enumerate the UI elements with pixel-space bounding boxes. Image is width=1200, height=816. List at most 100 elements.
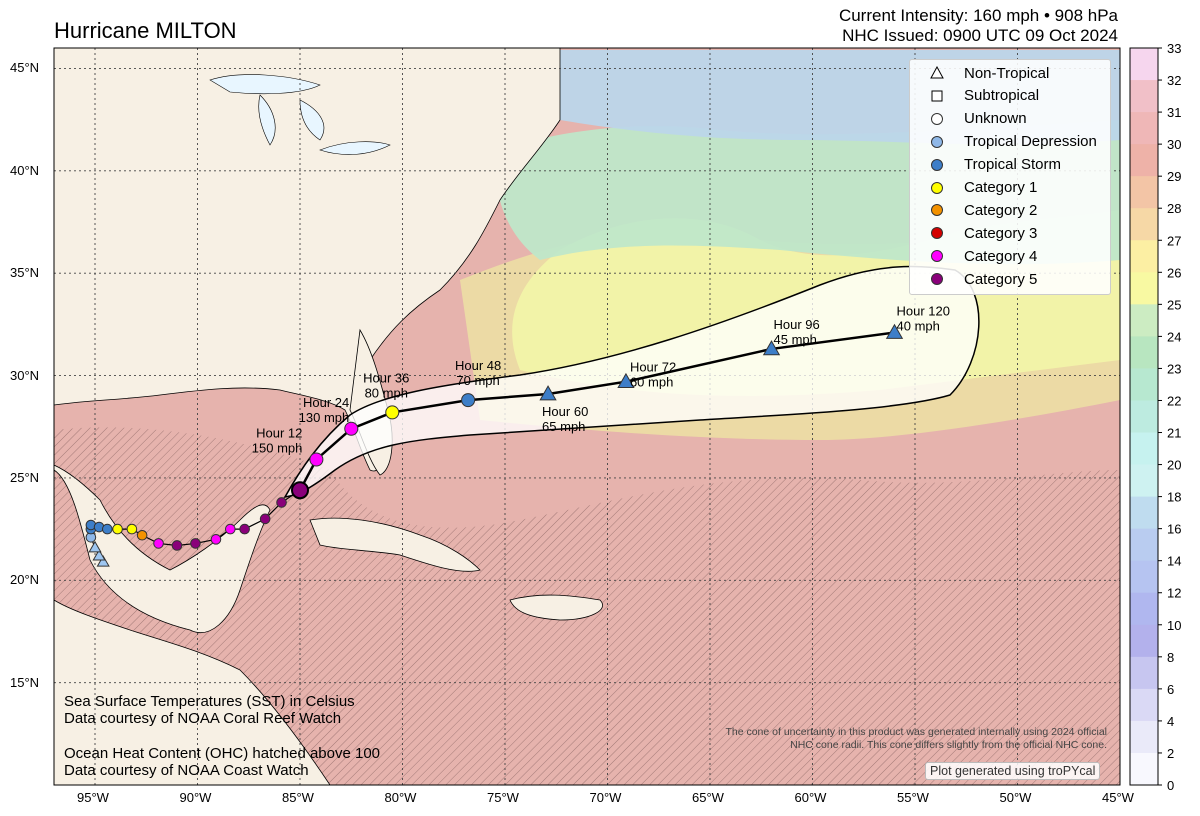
past-track-point: [92, 548, 106, 561]
lon-tick-label: 65°W: [692, 790, 724, 805]
legend-item: Category 2: [910, 199, 1037, 221]
colorbar-tick-label: 21: [1167, 426, 1181, 441]
colorbar-segment: [1130, 688, 1158, 722]
forecast-hour-label: Hour 120: [897, 304, 950, 319]
triangle-icon: [910, 66, 964, 80]
lake-michigan: [258, 94, 276, 146]
plot-credit: Plot generated using troPYcal: [925, 762, 1101, 780]
forecast-point-marker: [461, 393, 476, 408]
colorbar-segment: [1130, 528, 1158, 562]
ohc-note-source: Data courtesy of NOAA Coast Watch: [64, 762, 309, 779]
past-track-point: [276, 497, 287, 508]
colorbar-tick-label: 22: [1167, 393, 1181, 408]
current-position-marker: [291, 481, 309, 500]
colorbar-tick-label: 2: [1167, 746, 1174, 761]
legend-label: Category 5: [964, 270, 1038, 288]
legend-item: Category 3: [910, 222, 1037, 244]
colorbar-segment: [1130, 624, 1158, 658]
legend-item: Non-Tropical: [910, 62, 1049, 84]
legend-item: Category 4: [910, 245, 1037, 267]
forecast-point-marker: [309, 452, 324, 467]
forecast-point-marker: [762, 340, 781, 356]
lon-tick-label: 95°W: [77, 790, 109, 805]
sst-note-source: Data courtesy of NOAA Coral Reef Watch: [64, 710, 342, 727]
colorbar-segment: [1130, 368, 1158, 401]
colorbar-tick-label: 32: [1167, 73, 1181, 88]
colorbar-segment: [1130, 48, 1158, 81]
lon-tick-label: 55°W: [897, 790, 929, 805]
lon-tick-label: 90°W: [179, 790, 212, 805]
circle-icon: [910, 181, 964, 195]
circle-icon: [910, 112, 964, 126]
forecast-point-marker: [344, 421, 359, 436]
colorbar-tick-label: 18: [1167, 490, 1181, 505]
sst-note-title: Sea Surface Temperatures (SST) in Celsiu…: [64, 693, 355, 710]
colorbar-tick-label: 14: [1167, 554, 1181, 569]
forecast-hour-label: Hour 36: [363, 370, 409, 385]
legend-label: Category 2: [964, 201, 1038, 219]
lake-huron: [299, 99, 325, 141]
past-track-point: [136, 529, 148, 541]
legend-label: Unknown: [964, 110, 1027, 128]
colorbar-tick-label: 25: [1167, 297, 1181, 312]
cone-disclaimer: The cone of uncertainty in this product …: [725, 726, 1107, 752]
colorbar-tick-label: 24: [1167, 329, 1181, 344]
colorbar-segment: [1130, 80, 1158, 113]
colorbar-tick-label: 0: [1167, 778, 1174, 793]
colorbar-segment: [1130, 496, 1158, 530]
storm-title: Hurricane MILTON: [54, 18, 237, 43]
lon-tick-label: 85°W: [282, 790, 314, 805]
legend-label: Non-Tropical: [964, 64, 1050, 82]
lon-tick-label: 80°W: [384, 790, 417, 805]
lon-tick-label: 75°W: [487, 790, 519, 805]
lat-tick-label: 15°N: [10, 674, 40, 690]
past-track-point: [153, 538, 164, 549]
past-track-point: [96, 555, 110, 567]
forecast-hour-label: Hour 12: [256, 425, 302, 440]
cuba-land: [309, 517, 481, 572]
lat-tick-label: 25°N: [10, 469, 40, 485]
circle-icon: [910, 203, 964, 217]
forecast-wind-label: 40 mph: [897, 319, 940, 334]
past-track-point: [88, 540, 102, 553]
colorbar-tick-label: 23: [1167, 361, 1181, 376]
forecast-hour-label: Hour 60: [542, 404, 588, 419]
colorbar-segment: [1130, 144, 1158, 177]
lat-tick-label: 35°N: [10, 265, 40, 281]
past-track-point: [112, 523, 123, 535]
colorbar-tick-label: 16: [1167, 522, 1181, 537]
storm-info: Current Intensity: 160 mph • 908 hPa NHC…: [839, 6, 1118, 46]
lon-tick-label: 60°W: [794, 790, 827, 805]
legend-item: Tropical Storm: [910, 154, 1061, 176]
cone-of-uncertainty: [283, 265, 980, 498]
colorbar-tick-label: 10: [1167, 618, 1181, 633]
past-track-point: [102, 523, 113, 535]
colorbar-segment: [1130, 400, 1158, 434]
current-intensity: Current Intensity: 160 mph • 908 hPa: [838, 6, 1118, 25]
past-track-point: [126, 523, 138, 535]
map-legend: Non-Tropical Subtropical Unknown Tropical D…: [909, 59, 1111, 295]
forecast-wind-label: 65 mph: [542, 419, 585, 434]
colorbar-segment: [1130, 304, 1158, 337]
colorbar-segment: [1130, 112, 1158, 145]
colorbar-frame: [1129, 47, 1159, 786]
colorbar-segment: [1130, 720, 1158, 754]
legend-label: Tropical Storm: [964, 156, 1061, 174]
lon-tick-label: 45°W: [1102, 790, 1134, 805]
legend-label: Category 4: [964, 247, 1038, 265]
forecast-point-marker: [885, 323, 904, 339]
colorbar-segment: [1130, 208, 1158, 241]
legend-item: Category 5: [910, 268, 1037, 290]
colorbar-segment: [1130, 752, 1158, 786]
circle-icon: [910, 158, 964, 172]
colorbar-tick-label: 20: [1167, 458, 1181, 473]
forecast-point-marker: [385, 405, 400, 420]
circle-icon: [910, 272, 964, 286]
legend-label: Subtropical: [964, 87, 1040, 105]
colorbar-segment: [1130, 560, 1158, 594]
colorbar-tick-label: 8: [1167, 650, 1174, 665]
forecast-point-marker: [617, 372, 635, 389]
legend-label: Category 1: [964, 179, 1038, 196]
lon-tick-label: 50°W: [999, 790, 1032, 805]
colorbar-segment: [1130, 272, 1158, 305]
